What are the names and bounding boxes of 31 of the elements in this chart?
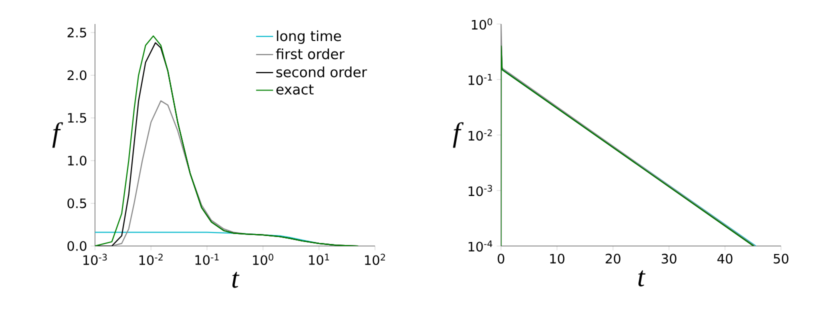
x-tick-label: 10 bbox=[550, 254, 564, 264]
x-tick-label: 10$^{0}$ bbox=[253, 254, 274, 266]
legend-label: second order bbox=[276, 66, 368, 78]
legend-label: long time bbox=[276, 30, 341, 44]
x-tick-label: 30 bbox=[662, 254, 676, 264]
x-tick-label: 10$^{2}$ bbox=[365, 254, 385, 266]
x-tick-label: 50 bbox=[774, 254, 788, 264]
y-tick-label: 10$^{-3}$ bbox=[468, 184, 492, 196]
x-tick-label: 20 bbox=[606, 254, 620, 264]
y-tick-label: 2.0 bbox=[68, 70, 86, 80]
y-axis-title: f bbox=[452, 122, 464, 148]
x-tick-label: 10$^{-3}$ bbox=[83, 254, 107, 266]
y-tick-label: 1.5 bbox=[68, 113, 86, 123]
x-tick-label: 10$^{-1}$ bbox=[195, 254, 219, 265]
y-tick-label: 2.5 bbox=[68, 28, 86, 38]
x-tick-label: 0 bbox=[498, 254, 504, 264]
y-tick-label: 10$^{0}$ bbox=[472, 18, 492, 30]
y-tick-label: 10$^{-2}$ bbox=[468, 129, 492, 141]
y-tick-label: 1.0 bbox=[68, 156, 86, 166]
y-tick-label: 0.5 bbox=[68, 198, 86, 208]
y-tick-label: 0.0 bbox=[68, 241, 86, 251]
y-tick-label: 10$^{-4}$ bbox=[468, 240, 492, 252]
x-tick-label: 40 bbox=[717, 254, 732, 264]
x-tick-label: 10$^{-2}$ bbox=[139, 254, 163, 266]
y-axis-title: f bbox=[52, 122, 64, 148]
x-tick-label: 10$^{1}$ bbox=[309, 254, 330, 265]
y-tick-label: 10$^{-1}$ bbox=[468, 74, 492, 86]
legend-label: exact bbox=[276, 84, 314, 95]
x-axis-title: t bbox=[232, 272, 240, 288]
legend-label: first order bbox=[276, 48, 345, 60]
x-axis-title: t bbox=[638, 270, 646, 286]
